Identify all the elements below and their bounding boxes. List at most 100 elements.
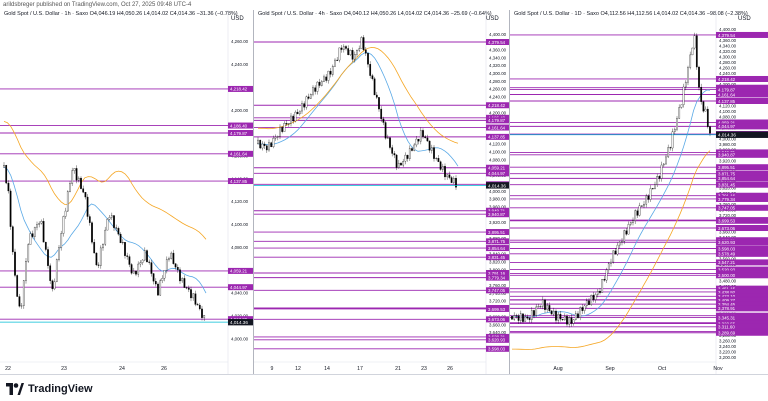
candle-body	[384, 122, 387, 139]
candle-body	[257, 139, 259, 145]
level-price-tag-text: 3,394.45	[718, 302, 736, 307]
level-price-tag-text: 3,311.60	[718, 325, 735, 330]
tradingview-logo-text: TradingView	[28, 383, 93, 395]
chart-canvas[interactable]: 4,400.004,380.004,360.004,340.004,320.00…	[510, 10, 768, 374]
candle-body	[148, 261, 151, 263]
candle-body	[358, 48, 361, 51]
chart-canvas[interactable]: 4,400.004,380.004,360.004,340.004,320.00…	[254, 10, 509, 374]
candle-body	[183, 278, 186, 288]
candle-body	[187, 287, 190, 290]
candle-body	[437, 158, 440, 162]
level-price-tag	[228, 122, 253, 129]
level-price-tag	[716, 305, 768, 312]
candle-body	[7, 182, 10, 192]
price-tick-label: 4,240.00	[489, 95, 507, 100]
level-price-tag	[486, 245, 509, 252]
candle-body	[150, 262, 153, 274]
level-price-tag-text: 3,791.16	[488, 271, 506, 276]
level-price-tag	[486, 345, 509, 352]
candle-body	[5, 165, 8, 184]
candle-body	[73, 168, 76, 171]
level-price-tag	[486, 211, 509, 218]
level-price-tag	[716, 123, 768, 130]
level-price-tag	[716, 204, 768, 211]
candle-body	[404, 154, 407, 162]
candle-body	[124, 242, 126, 256]
candle-body	[91, 222, 93, 243]
candle-body	[424, 136, 427, 139]
candle-body	[588, 300, 590, 305]
chart-canvas[interactable]: 4,260.004,240.004,220.004,200.004,180.00…	[0, 10, 253, 374]
candle-body	[563, 316, 566, 321]
candle-body	[601, 279, 604, 293]
price-tick-label: 4,120.00	[719, 104, 737, 109]
time-tick-label: 17	[357, 366, 363, 372]
level-price-tag-text: 4,379.54	[718, 33, 736, 38]
level-price-tag	[228, 267, 253, 274]
candle-body	[203, 315, 206, 318]
candle-body	[687, 67, 689, 83]
price-tick-label: 3,800.00	[489, 267, 507, 272]
level-price-tag-text: 4,161.64	[488, 125, 506, 130]
level-price-tag	[716, 181, 768, 188]
candle-body	[415, 138, 418, 146]
candle-body	[287, 123, 290, 125]
level-price-tag-text: 3,289.69	[718, 331, 736, 336]
candle-body	[115, 227, 118, 229]
level-price-tag-text: 3,699.53	[488, 307, 506, 312]
candle-body	[607, 263, 610, 271]
chart-panel-1d[interactable]: Gold Spot / U.S. Dollar · 1D · Saxo O4,1…	[510, 10, 768, 374]
level-price-tag-text: 4,161.64	[230, 152, 248, 157]
level-price-tag	[486, 117, 509, 124]
level-price-tag-text: 3,409.27	[718, 298, 736, 303]
candle-body	[605, 269, 608, 281]
candle-body	[519, 313, 522, 321]
candle-body	[522, 313, 524, 322]
candle-body	[139, 262, 142, 265]
tradingview-logo[interactable]: TradingView	[6, 382, 93, 396]
candle-body	[585, 300, 588, 307]
level-price-tag-text: 4,137.85	[718, 99, 736, 104]
level-price-tag-text: 4,179.87	[230, 131, 248, 136]
level-price-tag-text: 3,451.15	[718, 286, 736, 291]
candle-body	[168, 258, 170, 260]
candle-body	[395, 154, 398, 168]
chart-panel-4h[interactable]: Gold Spot / U.S. Dollar · 4h · Saxo O4,0…	[254, 10, 509, 374]
price-tick-label: 3,560.00	[719, 257, 737, 262]
level-price-tag	[486, 274, 509, 281]
candle-body	[373, 78, 376, 96]
candle-body	[455, 178, 457, 188]
candle-body	[400, 162, 402, 166]
candle-body	[660, 164, 663, 179]
candle-body	[570, 317, 573, 324]
level-price-tag-text: 4,161.64	[718, 92, 736, 97]
price-tick-label: 4,100.00	[719, 109, 737, 114]
candle-body	[285, 123, 288, 125]
candle-body	[194, 293, 197, 305]
candle-body	[411, 148, 413, 151]
price-tick-label: 4,080.00	[719, 115, 737, 120]
candle-body	[323, 76, 325, 82]
candle-body	[448, 174, 451, 178]
candle-body	[537, 306, 540, 308]
price-tick-label: 4,260.00	[231, 39, 249, 44]
candle-body	[104, 229, 107, 245]
candle-body	[3, 165, 5, 168]
level-price-tag-text: 3,578.49	[718, 252, 736, 257]
candle-body	[533, 310, 535, 316]
level-price-tag	[716, 314, 768, 321]
candle-body	[47, 249, 49, 266]
candle-body	[84, 192, 87, 198]
candle-body	[568, 317, 571, 325]
time-tick-label: Sep	[605, 366, 614, 372]
candle-body	[130, 264, 133, 274]
level-price-tag	[716, 91, 768, 98]
candle-body	[627, 224, 630, 235]
candle-body	[698, 66, 700, 88]
level-price-tag-text: 3,500.00	[718, 273, 736, 278]
candle-body	[541, 299, 544, 307]
candle-body	[88, 216, 91, 223]
current-price-tag	[716, 131, 768, 138]
currency-label: USD	[231, 16, 244, 22]
chart-panel-1h[interactable]: Gold Spot / U.S. Dollar · 1h · Saxo O4,0…	[0, 10, 253, 374]
